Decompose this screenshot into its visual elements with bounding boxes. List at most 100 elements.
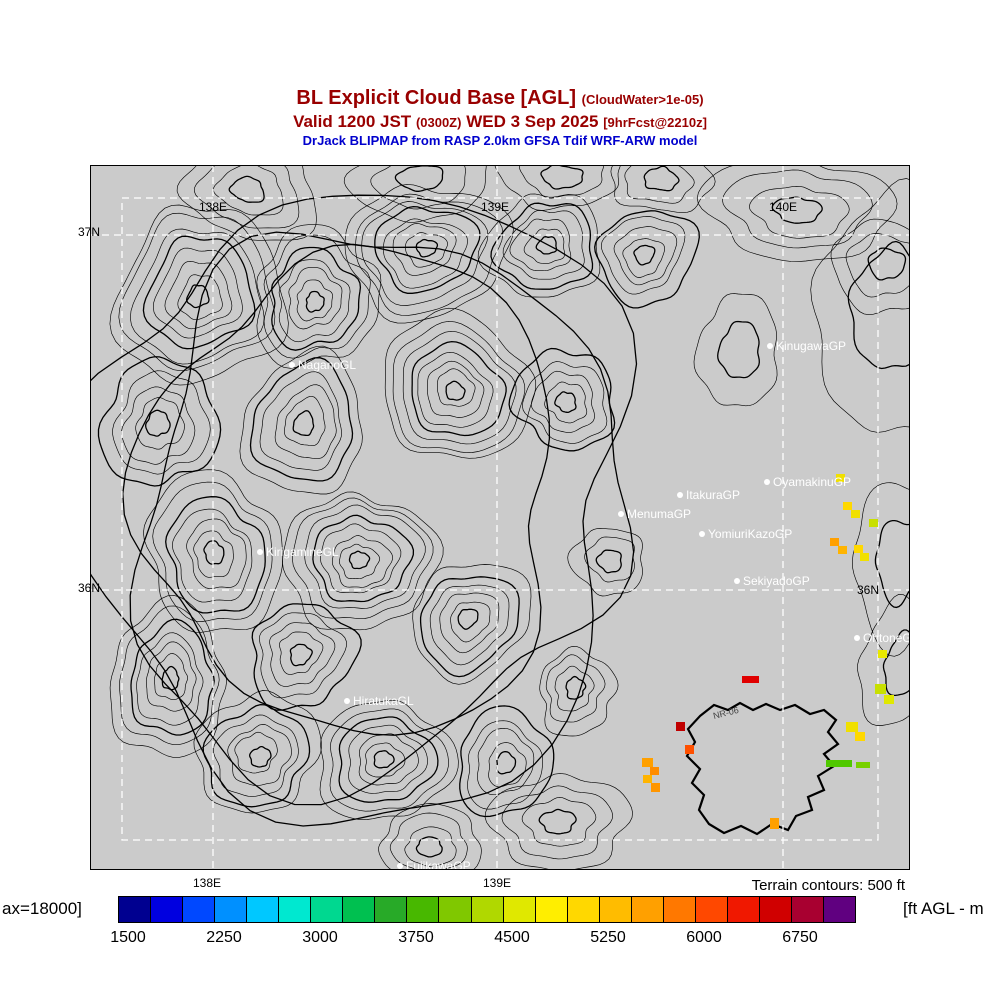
colorbar-tick-label: 1500 xyxy=(110,929,146,946)
colorbar-tick-label: 4500 xyxy=(494,929,530,946)
coastline xyxy=(685,701,840,836)
cloud-cell xyxy=(742,676,759,683)
cloud-cell xyxy=(642,758,653,767)
cloud-cell xyxy=(676,722,685,731)
valid-zulu: (0300Z) xyxy=(415,115,462,130)
site-marker xyxy=(767,343,773,349)
site-label: SekiyadoGP xyxy=(743,574,810,588)
colorbar-tick-label: 5250 xyxy=(590,929,626,946)
colorbar-segment xyxy=(631,897,664,922)
colorbar-segment xyxy=(535,897,568,922)
colorbar-segment xyxy=(279,897,312,922)
site-marker xyxy=(854,635,860,641)
units-label: [ft AGL - m xyxy=(903,899,984,918)
colorbar-segment xyxy=(375,897,408,922)
colorbar-tick-label: 6000 xyxy=(686,929,722,946)
cloud-cell xyxy=(846,722,858,732)
site-marker xyxy=(289,362,295,368)
cloud-cell xyxy=(843,502,852,510)
site-label: HiratukaGL xyxy=(353,694,414,708)
cloud-cell xyxy=(869,519,878,527)
cloud-cell xyxy=(770,818,779,829)
cloud-cell xyxy=(685,745,694,754)
terrain-contours-note: Terrain contours: 500 ft xyxy=(751,877,905,894)
colorbar-segment xyxy=(439,897,472,922)
site-label: YomiuriKazoGP xyxy=(708,527,792,541)
page-title: BL Explicit Cloud Base [AGL] (CloudWater… xyxy=(0,87,1000,110)
lat-label: 36N xyxy=(77,581,100,595)
colorbar-segment xyxy=(119,897,152,922)
colorbar-tick-label: 3000 xyxy=(302,929,338,946)
colorbar-tick-label: 6750 xyxy=(782,929,818,946)
cloud-cell xyxy=(643,775,652,783)
title-main: BL Explicit Cloud Base [AGL] xyxy=(296,87,577,109)
site-label: ItakuraGP xyxy=(686,488,740,502)
colorbar-segment xyxy=(247,897,280,922)
site-label: OyamakinuGP xyxy=(773,475,851,489)
colorbar-segment xyxy=(727,897,760,922)
model-line: DrJack BLIPMAP from RASP 2.0km GFSA Tdif… xyxy=(302,133,698,148)
graticule xyxy=(90,165,910,870)
site-marker xyxy=(618,511,624,517)
cloud-cell xyxy=(651,783,660,792)
valid-main: Valid 1200 JST xyxy=(293,112,412,131)
sites: NaganoGL KinugawaGP OyamakinuGP ItakuraGP Me… xyxy=(257,339,910,870)
colorbar-segment xyxy=(183,897,216,922)
cloud-cell xyxy=(830,538,839,546)
colorbar-segment xyxy=(407,897,440,922)
scale-max-label: ax=18000] xyxy=(2,899,82,918)
site-label: NaganoGL xyxy=(298,358,356,372)
site-label: OhtoneGP xyxy=(863,631,910,645)
cloud-cell xyxy=(856,762,870,768)
map-border xyxy=(90,165,910,870)
valid-time-line: Valid 1200 JST (0300Z) WED 3 Sep 2025 [9… xyxy=(0,112,1000,132)
lon-label-bottom: 138E xyxy=(192,876,222,890)
terrain-contours xyxy=(90,165,910,870)
cloud-cell xyxy=(878,650,887,658)
site-label: MenumaGP xyxy=(627,507,691,521)
cloudbase-cells xyxy=(642,474,894,829)
valid-date: WED 3 Sep 2025 xyxy=(466,112,599,131)
colorbar-segment xyxy=(695,897,728,922)
site-marker xyxy=(677,492,683,498)
cloud-cell xyxy=(855,732,865,741)
cloud-cell xyxy=(875,684,886,694)
colorbar-segment xyxy=(311,897,344,922)
colorbar xyxy=(118,896,856,923)
site-label: KinugawaGP xyxy=(776,339,846,353)
cloud-cell xyxy=(650,767,659,775)
colorbar-segment xyxy=(791,897,825,922)
colorbar-tick-label: 2250 xyxy=(206,929,242,946)
site-marker xyxy=(699,531,705,537)
site-marker xyxy=(257,549,263,555)
lon-label-bottom: 139E xyxy=(482,876,512,890)
site-marker xyxy=(734,578,740,584)
colorbar-segment xyxy=(599,897,632,922)
cloud-cell xyxy=(854,545,863,553)
colorbar-segment xyxy=(151,897,184,922)
colorbar-segment xyxy=(215,897,248,922)
colorbar-tick-label: 3750 xyxy=(398,929,434,946)
cloud-cell xyxy=(884,695,894,704)
site-label: FujikawaGP xyxy=(406,859,471,870)
lon-label-top: 138E xyxy=(199,200,227,214)
colorbar-segment xyxy=(663,897,696,922)
colorbar-segment xyxy=(759,897,792,922)
valid-fcst: [9hrFcst@2210z] xyxy=(603,115,707,130)
lat-label: 37N xyxy=(77,225,100,239)
colorbar-segment xyxy=(503,897,536,922)
cloud-cell xyxy=(826,760,852,767)
colorbar-segment xyxy=(343,897,376,922)
title-note: (CloudWater>1e-05) xyxy=(581,92,704,107)
colorbar-segment xyxy=(471,897,504,922)
cloud-cell xyxy=(838,546,847,554)
cloud-cell xyxy=(860,553,869,561)
colorbar-segment xyxy=(824,897,856,922)
site-marker xyxy=(344,698,350,704)
site-marker xyxy=(764,479,770,485)
site-marker xyxy=(397,863,403,869)
lat-label-right: 36N xyxy=(857,583,879,597)
cloud-cell xyxy=(836,474,845,482)
colorbar-segment xyxy=(567,897,600,922)
